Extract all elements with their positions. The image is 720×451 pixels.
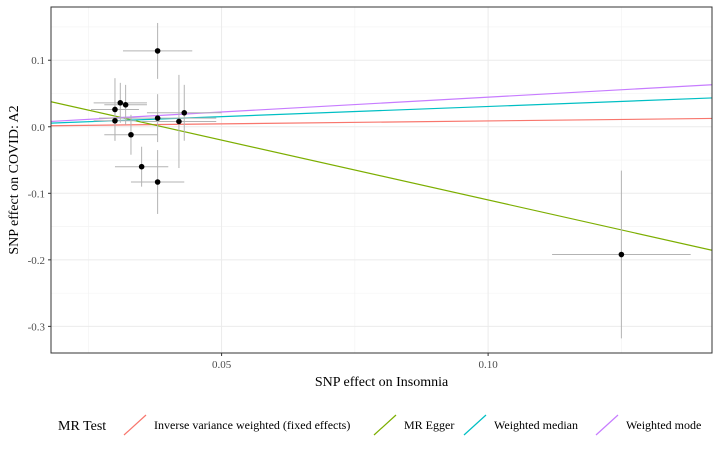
legend-title: MR Test [58,419,106,434]
data-point [122,102,129,108]
data-point [154,48,161,54]
data-point [112,117,118,124]
legend-label: Inverse variance weighted (fixed effects… [154,418,350,432]
data-point [618,251,625,258]
data-points [112,48,625,258]
data-point [176,118,182,125]
legend-key-line [373,414,397,436]
legend-label: MR Egger [404,418,454,432]
data-point [117,100,124,106]
data-point [128,131,134,138]
fit-line-inverse-variance-weighted-fixed-effects [51,117,712,127]
legend-label: Weighted median [494,418,578,432]
data-point [154,179,161,185]
legend-key-line [123,414,147,436]
x-tick-label: 0.05 [212,359,232,371]
data-point [138,163,145,170]
plot-panel-background [51,7,712,353]
y-tick-label: -0.1 [28,188,45,200]
y-tick-label: -0.2 [28,255,45,267]
plot-panel-border [50,6,713,354]
x-tick-label: 0.10 [478,359,498,371]
fit-line-weighted-median [51,97,712,124]
x-axis-title: SNP effect on Insomnia [315,375,449,390]
legend-key-line [595,414,619,436]
y-axis-title: SNP effect on COVID: A2 [7,105,22,254]
x-axis-ticks: 0.05 0.10 [212,353,498,371]
legend: MR Test Inverse variance weighted (fixed… [58,413,701,437]
y-tick-label: 0.0 [31,122,45,134]
data-point [181,109,188,116]
legend-key-line [463,414,487,436]
grid-lines [51,7,712,353]
data-point [112,106,118,113]
y-tick-label: 0.1 [31,55,45,67]
fit-line-weighted-mode [51,84,712,123]
y-axis-ticks: -0.3 -0.2 -0.1 0.0 0.1 [28,55,51,333]
legend-label: Weighted mode [626,418,701,432]
fit-line-mr-egger [51,101,712,251]
y-tick-label: -0.3 [28,321,46,333]
data-point [154,115,161,121]
regression-lines [51,84,712,251]
